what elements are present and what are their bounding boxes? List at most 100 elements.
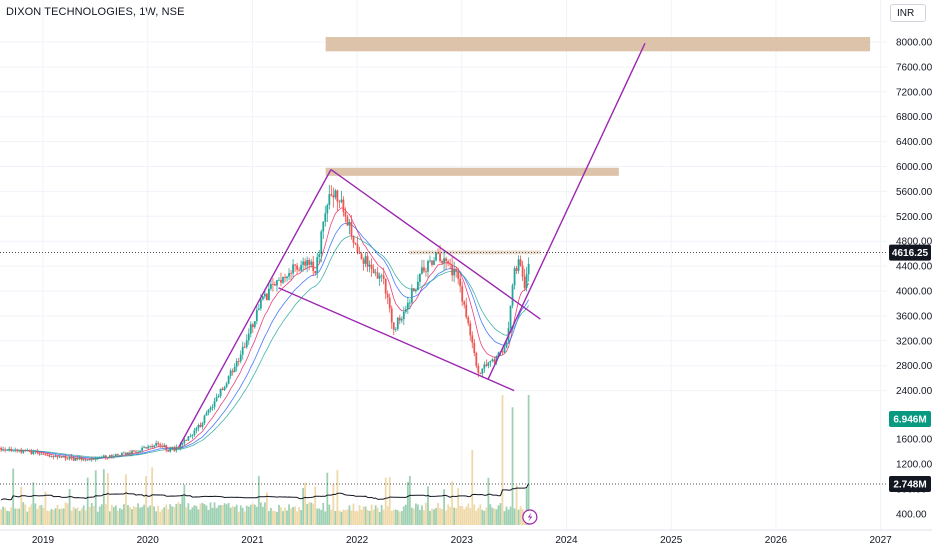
- volume-bar: [342, 509, 345, 525]
- candle-body: [20, 450, 23, 453]
- volume-bar: [336, 469, 339, 525]
- candle-body: [396, 317, 399, 329]
- price-tick-label: 3200.00: [896, 336, 932, 347]
- candle-body: [211, 406, 214, 408]
- volume-bar: [187, 503, 190, 525]
- volume-bar: [525, 488, 528, 525]
- candle-body: [392, 322, 395, 330]
- volume-bar: [106, 473, 109, 525]
- volume-bar: [44, 491, 47, 525]
- candle-body: [121, 452, 123, 456]
- last-volume-label: 6.946M: [893, 415, 926, 426]
- volume-bar: [76, 507, 79, 525]
- candle-body: [139, 450, 141, 452]
- volume-bar: [149, 505, 152, 525]
- candle-body: [135, 451, 137, 453]
- price-tick-label: 4800.00: [896, 237, 932, 248]
- candle-body: [201, 423, 204, 427]
- volume-bar: [86, 477, 89, 525]
- volume-bar: [352, 503, 355, 525]
- candle-body: [489, 360, 492, 363]
- volume-bar: [10, 507, 13, 525]
- candle-body: [24, 450, 27, 452]
- candle-body: [332, 195, 335, 198]
- candle-body: [308, 260, 311, 265]
- volume-bar: [505, 506, 508, 525]
- candle-body: [282, 277, 284, 283]
- candle-body: [177, 446, 180, 449]
- candle-body: [278, 279, 280, 281]
- volume-bar: [117, 510, 119, 525]
- volume-bar: [316, 508, 319, 525]
- volume-bar: [419, 509, 421, 525]
- price-tick-label: 2400.00: [896, 386, 932, 397]
- price-tick-label: 7600.00: [896, 62, 932, 73]
- trendline: [487, 42, 646, 380]
- volume-bar: [119, 508, 121, 525]
- candle-body: [90, 458, 93, 460]
- volume-bar: [427, 486, 429, 525]
- candle-body: [316, 257, 319, 274]
- volume-bar: [255, 506, 258, 525]
- candle-body: [221, 388, 224, 390]
- resistance-zone: [325, 167, 619, 176]
- candle-body: [64, 456, 67, 459]
- price-tick-label: 3600.00: [896, 311, 932, 322]
- volume-bar: [479, 504, 482, 525]
- volume-bar: [463, 509, 466, 525]
- volume-bar: [457, 488, 460, 525]
- price-tick-label: 4000.00: [896, 287, 932, 298]
- candle-body: [251, 324, 254, 328]
- candle-body: [209, 407, 212, 410]
- candle-body: [364, 256, 367, 264]
- candle-body: [18, 450, 21, 452]
- volume-bar: [58, 509, 61, 525]
- candle-body: [68, 456, 71, 459]
- volume-bar: [302, 487, 305, 525]
- volume-bar: [467, 503, 470, 525]
- candle-body: [28, 450, 31, 452]
- volume-bar: [290, 508, 292, 525]
- time-tick-label: 2024: [555, 535, 578, 546]
- volume-bar: [151, 467, 154, 525]
- volume-bar: [433, 509, 435, 525]
- volume-bar: [292, 507, 294, 525]
- candle-body: [22, 450, 25, 453]
- volume-bar: [98, 506, 101, 525]
- volume-bar: [443, 489, 445, 525]
- candle-body: [60, 456, 63, 458]
- candle-body: [245, 340, 248, 348]
- volume-bar: [229, 507, 232, 525]
- volume-bar: [491, 507, 494, 525]
- candle-body: [501, 351, 504, 353]
- volume-bar: [280, 507, 282, 525]
- volume-bars: [0, 395, 530, 525]
- currency-selector[interactable]: INR: [890, 4, 926, 22]
- moving-averages: [1, 207, 529, 460]
- candle-body: [360, 253, 363, 260]
- volume-bar: [241, 507, 244, 525]
- flash-icon-bolt: [527, 512, 533, 522]
- volume-bar: [20, 486, 23, 525]
- candle-body: [505, 341, 508, 348]
- volume-bar: [88, 507, 91, 525]
- volume-bar: [62, 508, 65, 525]
- candle-body: [96, 457, 99, 459]
- candle-body: [404, 309, 407, 312]
- candle-body: [62, 456, 65, 458]
- candle-body: [129, 452, 131, 455]
- volume-bar: [112, 507, 115, 525]
- volume-bar: [338, 510, 341, 525]
- candle-body: [358, 252, 361, 254]
- volume-bar: [4, 507, 7, 525]
- candle-body: [298, 269, 301, 271]
- candle-body: [451, 264, 454, 276]
- candle-body: [58, 456, 61, 458]
- candle-body: [217, 395, 220, 398]
- volume-bar: [42, 507, 45, 525]
- candle-body: [398, 317, 401, 321]
- volume-bar: [485, 507, 488, 525]
- candle-body: [4, 449, 7, 451]
- candle-body: [435, 252, 437, 261]
